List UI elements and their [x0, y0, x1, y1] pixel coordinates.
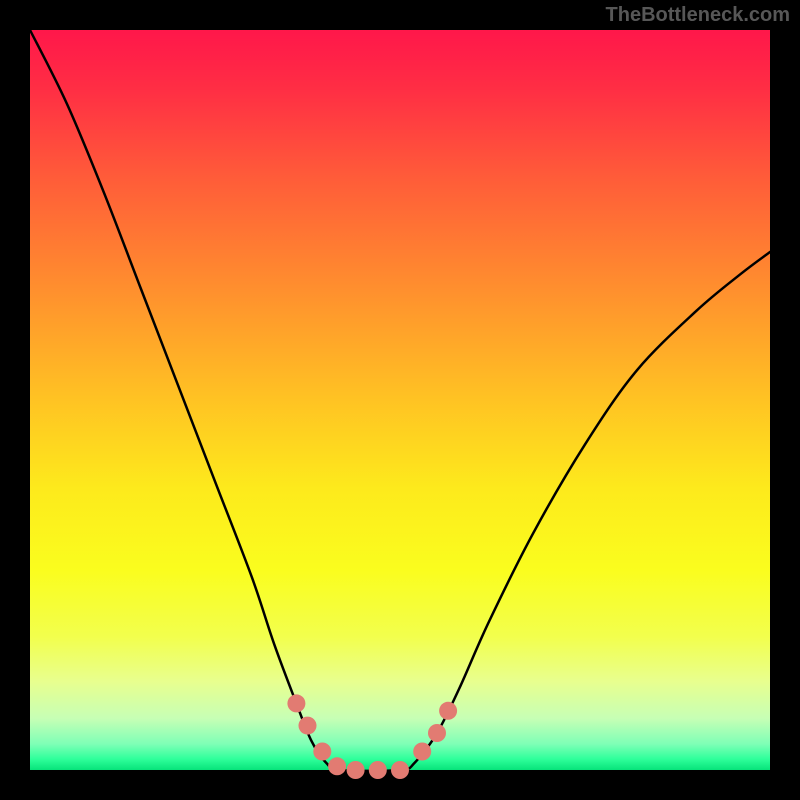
chart-container: TheBottleneck.com [0, 0, 800, 800]
curve-marker [439, 702, 457, 720]
curve-marker [369, 761, 387, 779]
watermark-text: TheBottleneck.com [606, 4, 790, 27]
curve-marker [287, 694, 305, 712]
bottleneck-chart [0, 0, 800, 800]
curve-marker [428, 724, 446, 742]
curve-marker [391, 761, 409, 779]
curve-marker [347, 761, 365, 779]
curve-marker [328, 757, 346, 775]
curve-marker [299, 717, 317, 735]
curve-marker [413, 743, 431, 761]
curve-marker [313, 743, 331, 761]
